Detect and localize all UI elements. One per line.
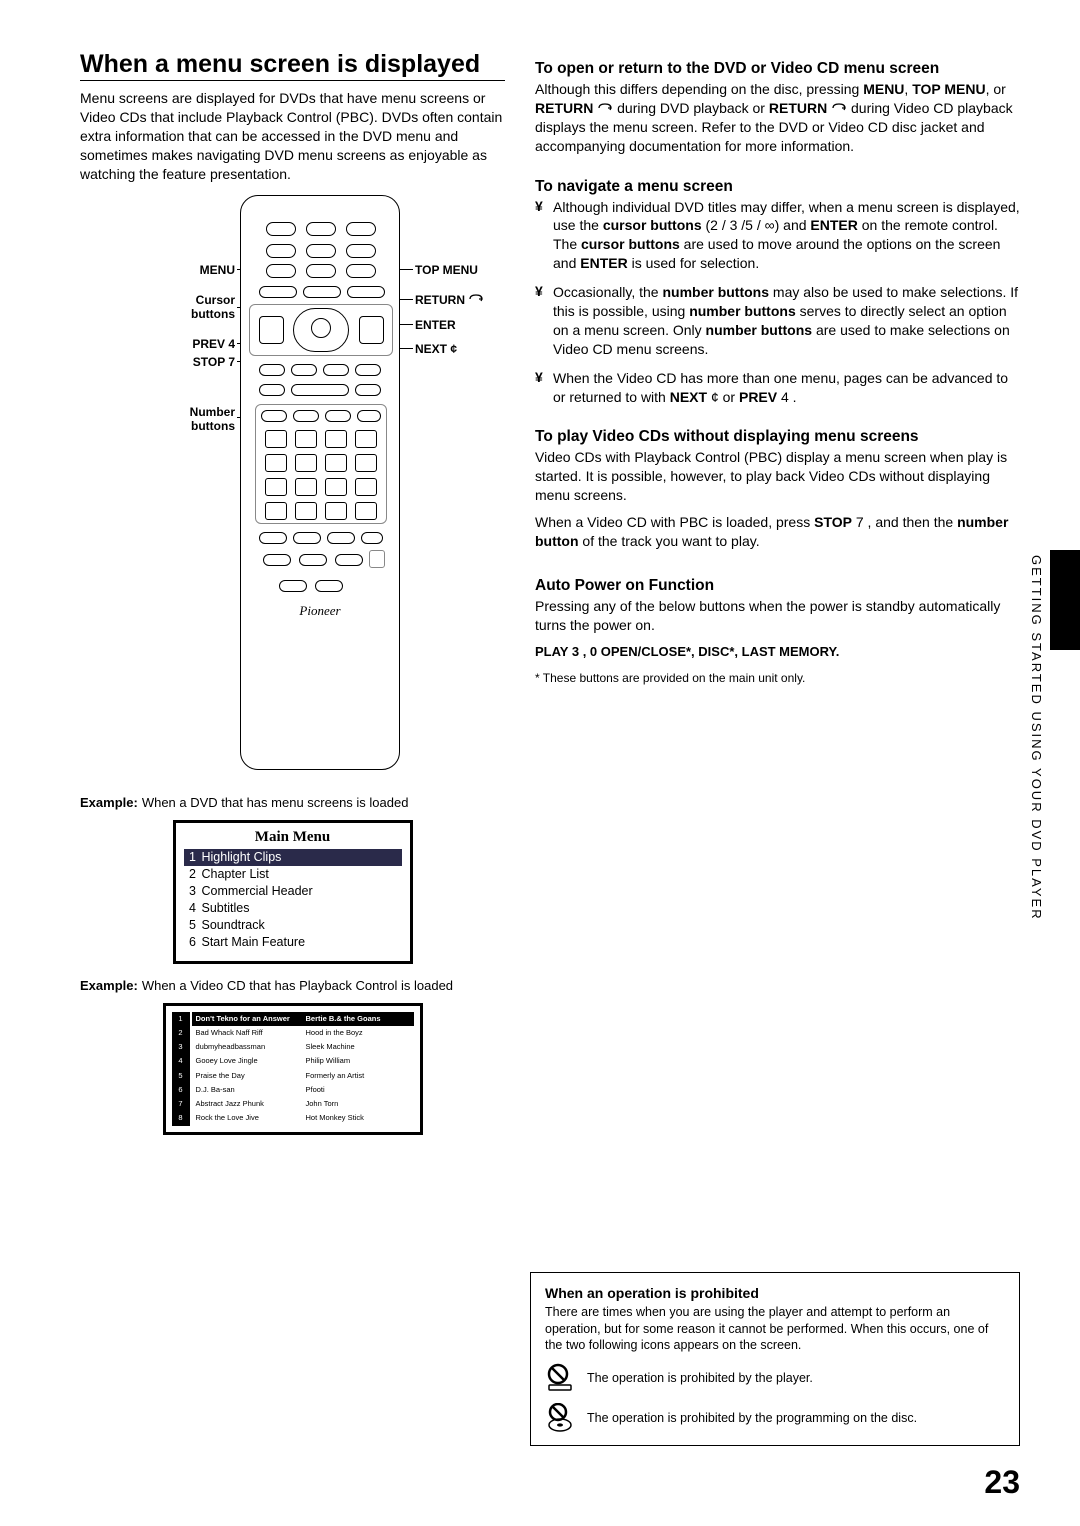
sec4-heading: Auto Power on Function — [535, 577, 1020, 595]
main-menu-row: 3Commercial Header — [184, 883, 402, 900]
sec4-note: * These buttons are provided on the main… — [535, 670, 1020, 686]
bullet-2: ¥ Occasionally, the number buttons may a… — [535, 283, 1020, 359]
prohibit-row-1: The operation is prohibited by the playe… — [545, 1363, 1005, 1393]
main-menu-row: 5Soundtrack — [184, 917, 402, 934]
main-menu-row: 4Subtitles — [184, 900, 402, 917]
vcd-row: 7Abstract Jazz PhunkJohn Torn — [172, 1097, 414, 1111]
callout-number: Number buttons — [190, 405, 235, 433]
prohibit-row-2: The operation is prohibited by the progr… — [545, 1403, 1005, 1433]
sec1-heading: To open or return to the DVD or Video CD… — [535, 60, 1020, 78]
vcd-row: 8Rock the Love JiveHot Monkey Stick — [172, 1111, 414, 1125]
prohibit-player-icon — [545, 1363, 575, 1393]
left-column: When a menu screen is displayed Menu scr… — [80, 50, 505, 1135]
callout-topmenu: TOP MENU — [415, 263, 478, 277]
example2-label: Example: When a Video CD that has Playba… — [80, 978, 505, 993]
prohibit-heading: When an operation is prohibited — [545, 1285, 1005, 1301]
vcd-row: 2Bad Whack Naff RiffHood in the Boyz — [172, 1026, 414, 1040]
bullet-1: ¥ Although individual DVD titles may dif… — [535, 198, 1020, 274]
vcd-row: 4Gooey Love JinglePhilip William — [172, 1054, 414, 1068]
main-menu-row: 1Highlight Clips — [184, 849, 402, 866]
example1-label: Example: When a DVD that has menu screen… — [80, 795, 505, 810]
page-number: 23 — [984, 1464, 1020, 1501]
main-menu-row: 6Start Main Feature — [184, 934, 402, 951]
vcd-row: 6D.J. Ba-sanPfooti — [172, 1083, 414, 1097]
callout-menu: MENU — [200, 263, 235, 277]
vcd-row: 1Don't Tekno for an AnswerBertie B.& the… — [172, 1012, 414, 1026]
right-column: To open or return to the DVD or Video CD… — [535, 50, 1020, 1135]
sec4-p1: Pressing any of the below buttons when t… — [535, 597, 1020, 635]
prohibit-paragraph: There are times when you are using the p… — [545, 1304, 1005, 1353]
main-menu-title: Main Menu — [184, 829, 402, 846]
sec1-paragraph: Although this differs depending on the d… — [535, 80, 1020, 156]
remote-diagram: MENU Cursor buttons PREV 4 STOP 7 Number… — [80, 195, 505, 785]
side-tab-text: GETTING STARTED USING YOUR DVD PLAYER — [1029, 555, 1044, 921]
callout-return: RETURN — [415, 293, 484, 307]
vcd-menu-box: 1Don't Tekno for an AnswerBertie B.& the… — [163, 1003, 423, 1135]
prohibit-disc-icon — [545, 1403, 575, 1433]
intro-paragraph: Menu screens are displayed for DVDs that… — [80, 89, 505, 183]
vcd-row: 3dubmyheadbassmanSleek Machine — [172, 1040, 414, 1054]
callout-prev: PREV 4 — [192, 337, 235, 351]
callout-cursor: Cursor buttons — [191, 293, 235, 321]
sec4-list: PLAY 3 , 0 OPEN/CLOSE*, DISC*, LAST MEMO… — [535, 643, 1020, 661]
remote-body: Pioneer — [240, 195, 400, 770]
return-icon — [831, 103, 847, 113]
sec3-p1: Video CDs with Playback Control (PBC) di… — [535, 448, 1020, 505]
sec2-heading: To navigate a menu screen — [535, 178, 1020, 196]
remote-brand: Pioneer — [241, 603, 399, 619]
bullet-3: ¥ When the Video CD has more than one me… — [535, 369, 1020, 407]
main-menu-row: 2Chapter List — [184, 866, 402, 883]
prohibited-box: When an operation is prohibited There ar… — [530, 1272, 1020, 1446]
callout-stop: STOP 7 — [193, 355, 235, 369]
return-icon — [597, 103, 613, 113]
callout-enter: ENTER — [415, 318, 456, 332]
callout-next: NEXT ¢ — [415, 342, 457, 356]
dvd-main-menu-box: Main Menu 1Highlight Clips2Chapter List3… — [173, 820, 413, 963]
sec3-heading: To play Video CDs without displaying men… — [535, 428, 1020, 446]
sec3-p2: When a Video CD with PBC is loaded, pres… — [535, 513, 1020, 551]
page-heading: When a menu screen is displayed — [80, 50, 505, 81]
side-tab — [1050, 550, 1080, 650]
vcd-row: 5Praise the DayFormerly an Artist — [172, 1069, 414, 1083]
